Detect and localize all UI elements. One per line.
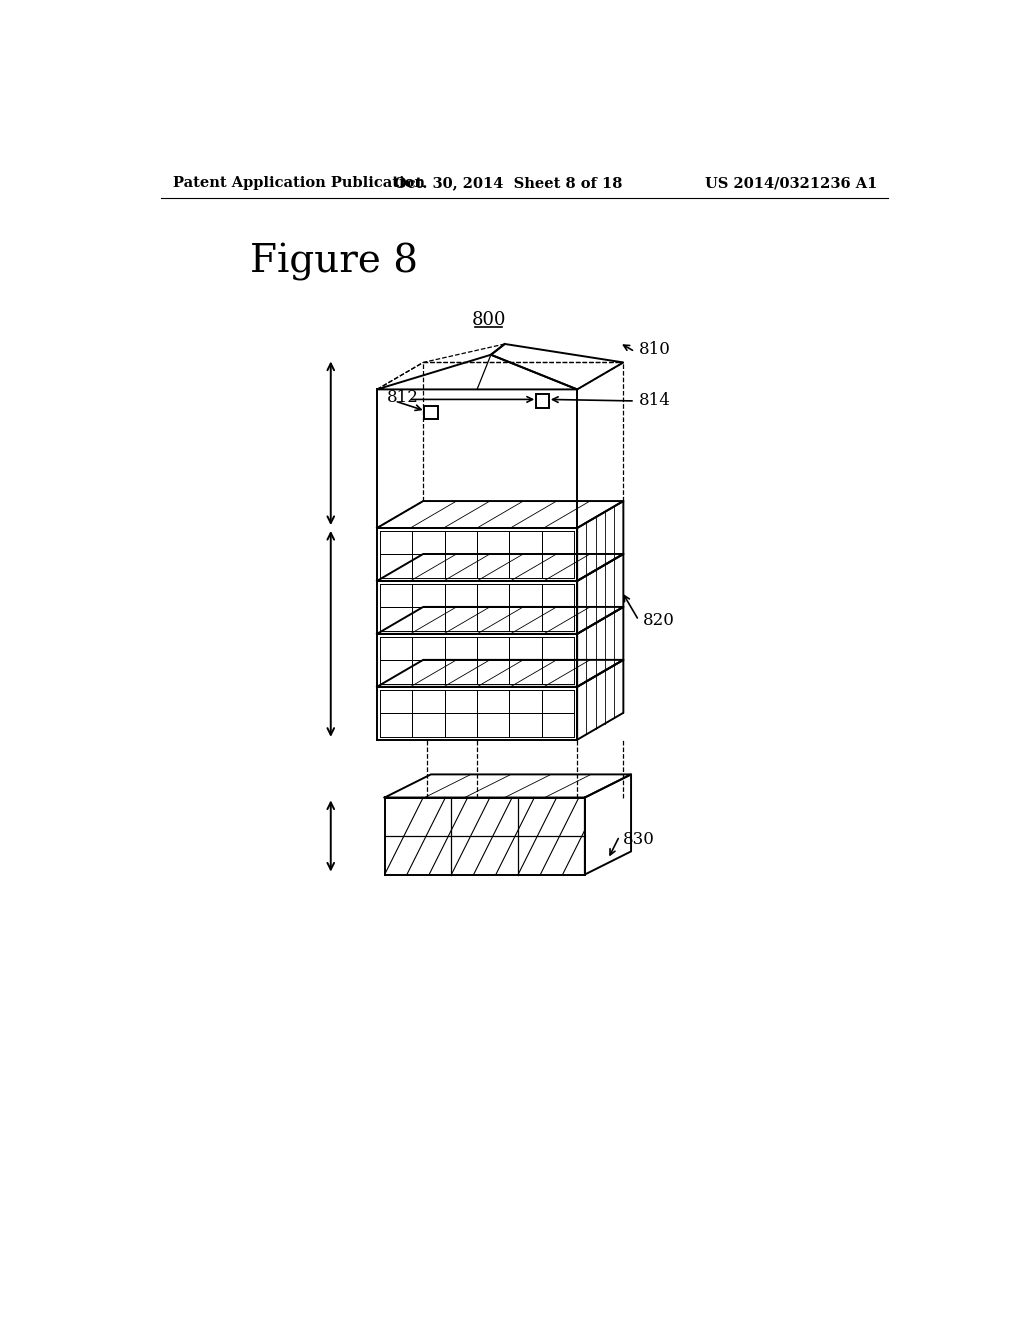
Text: 800: 800 [471,312,506,329]
Text: 812: 812 [387,388,419,405]
Text: Oct. 30, 2014  Sheet 8 of 18: Oct. 30, 2014 Sheet 8 of 18 [393,176,622,190]
Text: 814: 814 [639,392,671,409]
Bar [536,395,550,408]
Text: 810: 810 [639,341,671,358]
Text: 830: 830 [624,832,655,849]
Text: 820: 820 [643,612,675,628]
Text: US 2014/0321236 A1: US 2014/0321236 A1 [706,176,878,190]
Bar [424,405,438,420]
Text: Patent Application Publication: Patent Application Publication [173,176,425,190]
Text: Figure 8: Figure 8 [250,243,418,281]
